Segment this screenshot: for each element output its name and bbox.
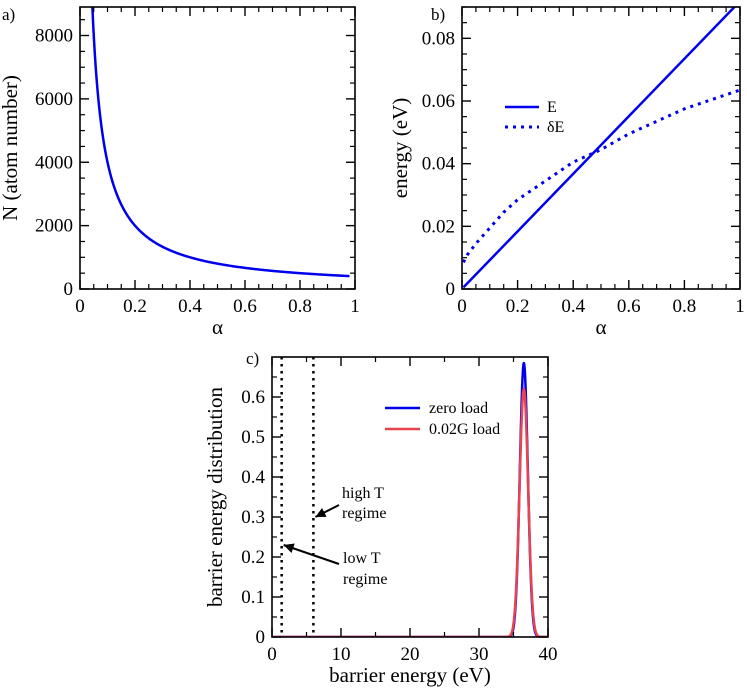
series-line-2: [462, 88, 740, 264]
annotation-arrowhead-2: [283, 543, 295, 553]
x-tick-label: 0.6: [617, 296, 641, 317]
x-tick-label: 0.8: [673, 296, 697, 317]
legend-label-1: zero load: [429, 400, 488, 417]
x-axis-label: α: [595, 315, 606, 339]
y-axis-label: N (atom number): [0, 75, 22, 221]
annotation-arrowhead-1: [315, 508, 327, 517]
x-tick-label: 0: [457, 296, 467, 317]
x-tick-label: 20: [401, 644, 420, 665]
y-tick-label: 0.04: [422, 154, 456, 175]
x-tick-label: 0.6: [233, 296, 257, 317]
y-tick-label: 0: [446, 279, 456, 300]
x-tick-label: 0.2: [506, 296, 530, 317]
y-tick-label: 0.3: [241, 507, 265, 528]
x-tick-label: 0.2: [123, 296, 147, 317]
y-tick-label: 0: [64, 279, 74, 300]
legend-label-1: E: [547, 99, 557, 116]
annotation-1-line-2: regime: [342, 505, 386, 522]
y-tick-label: 0.2: [241, 547, 265, 568]
annotation-2-line-1: low T: [343, 550, 381, 567]
series-group: [462, 7, 740, 289]
legend-label-2: 0.02G load: [429, 421, 500, 438]
y-tick-label: 2000: [35, 216, 73, 237]
series-group: [91, 7, 350, 278]
series-line-1: [91, 7, 350, 278]
x-tick-label: 10: [332, 644, 351, 665]
y-axis-label: energy (eV): [388, 98, 412, 198]
y-tick-label: 0: [256, 627, 266, 648]
y-tick-label: 0.06: [422, 91, 455, 112]
x-tick-label: 0.4: [561, 296, 585, 317]
y-tick-label: 0.5: [241, 427, 265, 448]
y-tick-label: 0.4: [241, 467, 265, 488]
x-tick-label: 40: [539, 644, 558, 665]
x-axis-label: barrier energy (eV): [329, 663, 491, 687]
panel-label: b): [431, 5, 445, 24]
x-tick-label: 1: [735, 296, 745, 317]
y-axis-label: barrier energy distribution: [203, 386, 227, 607]
x-tick-label: 0: [267, 644, 277, 665]
y-tick-label: 4000: [35, 152, 73, 173]
x-tick-label: 1: [350, 296, 360, 317]
y-tick-label: 0.6: [241, 387, 265, 408]
x-axis-label: α: [212, 315, 223, 339]
y-tick-label: 0.1: [241, 587, 265, 608]
y-tick-label: 0.02: [422, 216, 455, 237]
panel-b: 0 0.2 0.4 0.6 0.8 1 0 0.02 0.04 0.06 0.08 α energy (…: [388, 5, 745, 339]
x-tick-label: 0.4: [178, 296, 202, 317]
panel-label: c): [246, 349, 259, 368]
annotation-2-line-2: regime: [343, 571, 387, 588]
x-tick-label: 30: [470, 644, 489, 665]
panel-a: 0 0.2 0.4 0.6 0.8 1 0 2000 4000 6000 8000 α N (atom …: [0, 5, 360, 339]
x-tick-label: 0: [75, 296, 85, 317]
y-tick-label: 0.08: [422, 28, 455, 49]
plot-frame: [79, 6, 356, 290]
y-tick-label: 6000: [35, 89, 73, 110]
panel-c: 0 10 20 30 40 0 0.1 0.2 0.3 0.4 0.5 0.6 barrier ener…: [203, 349, 558, 687]
y-tick-label: 8000: [35, 26, 73, 47]
panel-label: a): [2, 5, 15, 24]
series-line-1: [462, 7, 736, 289]
annotation-1-line-1: high T: [342, 485, 384, 502]
legend-label-2: δE: [547, 119, 564, 136]
x-tick-label: 0.8: [288, 296, 312, 317]
